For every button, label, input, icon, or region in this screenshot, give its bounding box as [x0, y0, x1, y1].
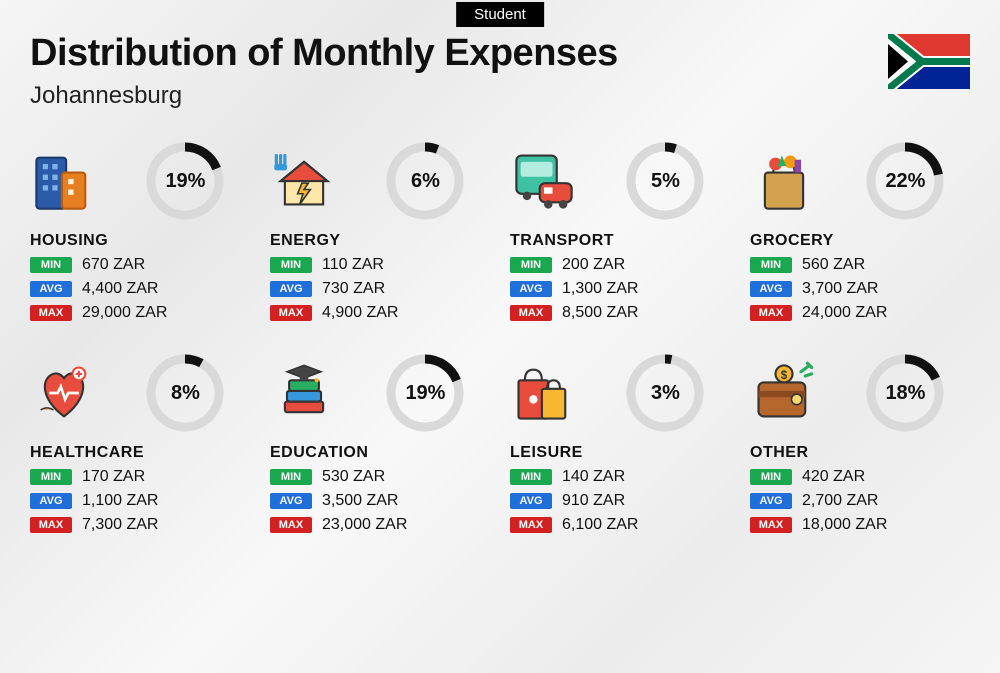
max-value: 8,500 ZAR — [562, 304, 638, 322]
avg-value: 910 ZAR — [562, 492, 625, 510]
max-badge: MAX — [270, 517, 312, 533]
min-badge: MIN — [270, 257, 312, 273]
avg-value: 730 ZAR — [322, 280, 385, 298]
max-value: 6,100 ZAR — [562, 516, 638, 534]
avg-value: 3,500 ZAR — [322, 492, 398, 510]
avg-badge: AVG — [270, 493, 312, 509]
avg-value: 1,100 ZAR — [82, 492, 158, 510]
page-subtitle: Johannesburg — [30, 82, 182, 110]
min-value: 110 ZAR — [322, 256, 384, 274]
avg-value: 1,300 ZAR — [562, 280, 638, 298]
page-title: Distribution of Monthly Expenses — [30, 32, 618, 75]
avg-badge: AVG — [30, 493, 72, 509]
pct-ring: 19% — [384, 352, 466, 434]
min-value: 560 ZAR — [802, 256, 865, 274]
min-badge: MIN — [750, 257, 792, 273]
category-label: HEALTHCARE — [30, 444, 250, 462]
min-badge: MIN — [30, 469, 72, 485]
min-badge: MIN — [510, 469, 552, 485]
pct-ring: 8% — [144, 352, 226, 434]
min-value: 670 ZAR — [82, 256, 145, 274]
avg-value: 4,400 ZAR — [82, 280, 158, 298]
svg-text:$: $ — [781, 369, 788, 382]
category-label: GROCERY — [750, 232, 970, 250]
pct-ring: 6% — [384, 140, 466, 222]
category-label: ENERGY — [270, 232, 490, 250]
student-tag: Student — [456, 2, 544, 27]
avg-badge: AVG — [750, 493, 792, 509]
category-housing: 19% HOUSING MIN 670 ZAR AVG 4,400 ZAR MA… — [30, 140, 250, 322]
pct-ring: 18% — [864, 352, 946, 434]
max-value: 18,000 ZAR — [802, 516, 887, 534]
pct-value: 5% — [624, 140, 706, 222]
health-heart-icon — [30, 359, 98, 427]
min-value: 420 ZAR — [802, 468, 865, 486]
min-value: 170 ZAR — [82, 468, 145, 486]
south-africa-flag-icon — [888, 34, 970, 89]
category-transport: 5% TRANSPORT MIN 200 ZAR AVG 1,300 ZAR M… — [510, 140, 730, 322]
max-badge: MAX — [750, 517, 792, 533]
category-label: TRANSPORT — [510, 232, 730, 250]
max-badge: MAX — [510, 305, 552, 321]
pct-value: 22% — [864, 140, 946, 222]
avg-value: 3,700 ZAR — [802, 280, 878, 298]
category-healthcare: 8% HEALTHCARE MIN 170 ZAR AVG 1,100 ZAR … — [30, 352, 250, 534]
category-label: EDUCATION — [270, 444, 490, 462]
power-house-icon — [270, 147, 338, 215]
pct-value: 19% — [384, 352, 466, 434]
category-leisure: 3% LEISURE MIN 140 ZAR AVG 910 ZAR MAX 6… — [510, 352, 730, 534]
pct-ring: 22% — [864, 140, 946, 222]
min-value: 200 ZAR — [562, 256, 625, 274]
avg-badge: AVG — [510, 493, 552, 509]
category-label: LEISURE — [510, 444, 730, 462]
grad-books-icon — [270, 359, 338, 427]
avg-badge: AVG — [30, 281, 72, 297]
min-badge: MIN — [270, 469, 312, 485]
min-badge: MIN — [510, 257, 552, 273]
max-value: 29,000 ZAR — [82, 304, 167, 322]
category-energy: 6% ENERGY MIN 110 ZAR AVG 730 ZAR MAX 4,… — [270, 140, 490, 322]
category-label: OTHER — [750, 444, 970, 462]
buildings-icon — [30, 147, 98, 215]
max-badge: MAX — [270, 305, 312, 321]
max-badge: MAX — [30, 517, 72, 533]
min-badge: MIN — [750, 469, 792, 485]
pct-ring: 5% — [624, 140, 706, 222]
category-grocery: 22% GROCERY MIN 560 ZAR AVG 3,700 ZAR MA… — [750, 140, 970, 322]
pct-value: 3% — [624, 352, 706, 434]
category-education: 19% EDUCATION MIN 530 ZAR AVG 3,500 ZAR … — [270, 352, 490, 534]
avg-badge: AVG — [270, 281, 312, 297]
max-badge: MAX — [30, 305, 72, 321]
category-label: HOUSING — [30, 232, 250, 250]
shopping-bags-icon — [510, 359, 578, 427]
avg-badge: AVG — [750, 281, 792, 297]
grocery-bag-icon — [750, 147, 818, 215]
min-value: 140 ZAR — [562, 468, 625, 486]
max-value: 7,300 ZAR — [82, 516, 158, 534]
pct-value: 6% — [384, 140, 466, 222]
pct-value: 8% — [144, 352, 226, 434]
max-value: 24,000 ZAR — [802, 304, 887, 322]
bus-car-icon — [510, 147, 578, 215]
max-badge: MAX — [750, 305, 792, 321]
wallet-icon: $ — [750, 359, 818, 427]
max-badge: MAX — [510, 517, 552, 533]
max-value: 4,900 ZAR — [322, 304, 398, 322]
pct-ring: 19% — [144, 140, 226, 222]
category-grid: 19% HOUSING MIN 670 ZAR AVG 4,400 ZAR MA… — [30, 140, 970, 534]
pct-value: 18% — [864, 352, 946, 434]
avg-value: 2,700 ZAR — [802, 492, 878, 510]
max-value: 23,000 ZAR — [322, 516, 407, 534]
pct-ring: 3% — [624, 352, 706, 434]
min-value: 530 ZAR — [322, 468, 385, 486]
category-other: $ 18% OTHER MIN 420 ZAR AVG 2,700 ZAR MA… — [750, 352, 970, 534]
min-badge: MIN — [30, 257, 72, 273]
avg-badge: AVG — [510, 281, 552, 297]
pct-value: 19% — [144, 140, 226, 222]
